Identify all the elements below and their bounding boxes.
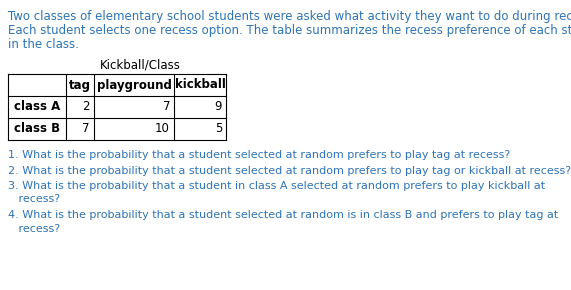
Text: class B: class B bbox=[14, 122, 60, 135]
Text: 7: 7 bbox=[163, 101, 170, 113]
Text: kickball: kickball bbox=[175, 79, 226, 92]
Text: Two classes of elementary school students were asked what activity they want to : Two classes of elementary school student… bbox=[8, 10, 571, 23]
Text: 7: 7 bbox=[82, 122, 90, 135]
Text: playground: playground bbox=[96, 79, 171, 92]
Text: 3. What is the probability that a student in class A selected at random prefers : 3. What is the probability that a studen… bbox=[8, 181, 545, 191]
Text: tag: tag bbox=[69, 79, 91, 92]
Text: recess?: recess? bbox=[8, 224, 60, 233]
Text: 5: 5 bbox=[215, 122, 222, 135]
Text: 2. What is the probability that a student selected at random prefers to play tag: 2. What is the probability that a studen… bbox=[8, 166, 571, 175]
Text: recess?: recess? bbox=[8, 195, 60, 204]
Text: Each student selects one recess option. The table summarizes the recess preferen: Each student selects one recess option. … bbox=[8, 24, 571, 37]
Text: 9: 9 bbox=[215, 101, 222, 113]
Text: in the class.: in the class. bbox=[8, 38, 79, 51]
Text: 4. What is the probability that a student selected at random is in class B and p: 4. What is the probability that a studen… bbox=[8, 210, 558, 220]
Text: 1. What is the probability that a student selected at random prefers to play tag: 1. What is the probability that a studen… bbox=[8, 150, 510, 160]
Text: class A: class A bbox=[14, 101, 60, 113]
Text: Kickball/Class: Kickball/Class bbox=[100, 58, 181, 71]
Text: 10: 10 bbox=[155, 122, 170, 135]
Text: 2: 2 bbox=[82, 101, 90, 113]
